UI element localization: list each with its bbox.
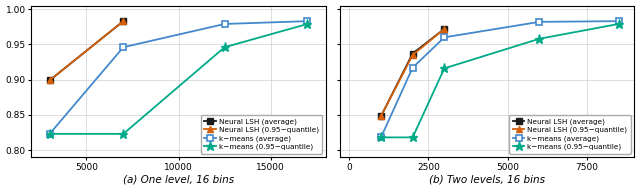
X-axis label: (b) Two levels, 16 bins: (b) Two levels, 16 bins bbox=[429, 174, 545, 184]
Legend: Neural LSH (average), Neural LSH (0.95−quantile), k−means (average), k−means (0.: Neural LSH (average), Neural LSH (0.95−q… bbox=[509, 115, 631, 154]
X-axis label: (a) One level, 16 bins: (a) One level, 16 bins bbox=[123, 174, 234, 184]
Legend: Neural LSH (average), Neural LSH (0.95−quantile), k−means (average), k−means (0.: Neural LSH (average), Neural LSH (0.95−q… bbox=[200, 115, 323, 154]
